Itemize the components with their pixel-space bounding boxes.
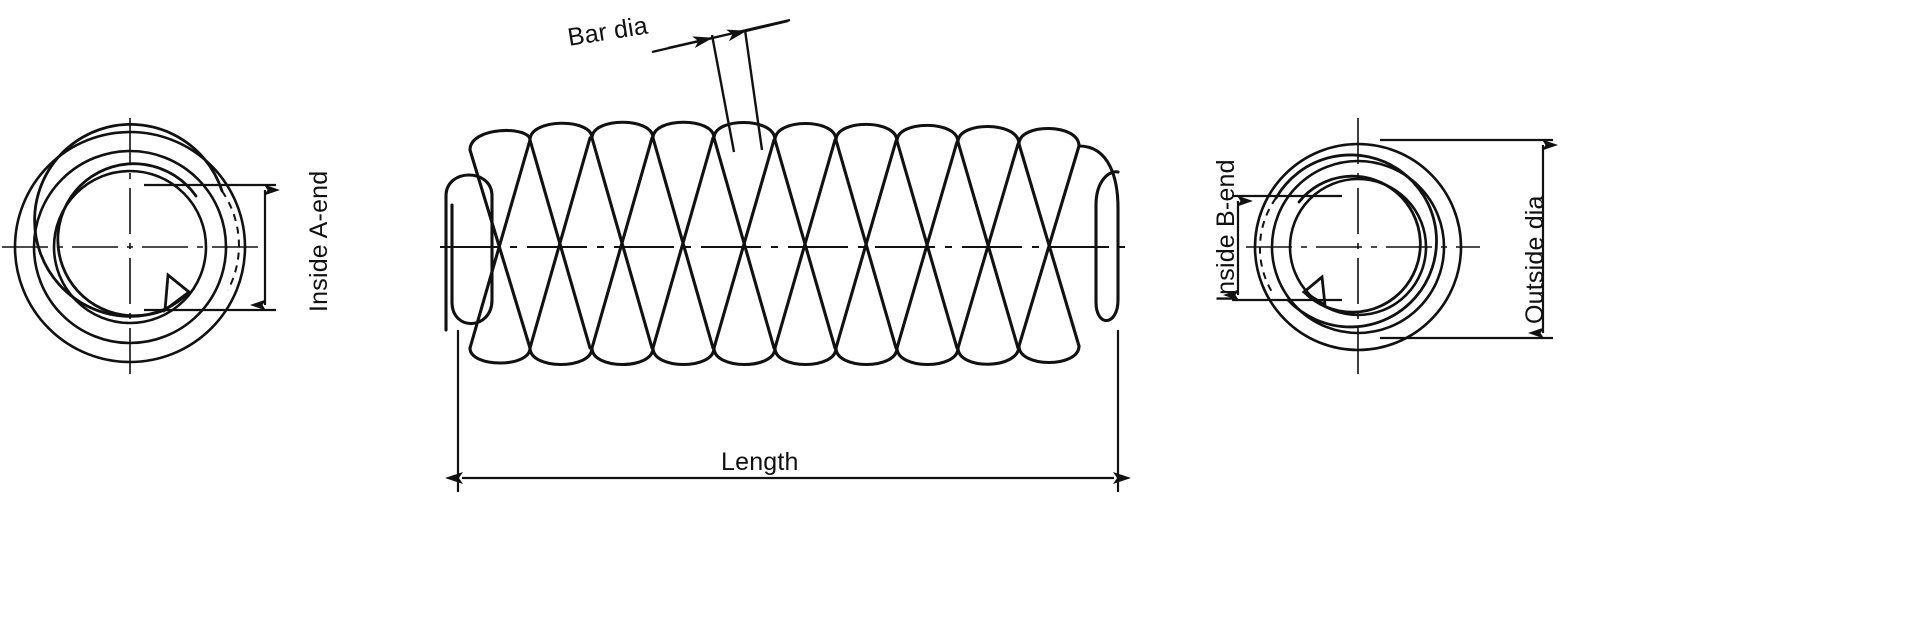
inside-b-end-dimension [1223,194,1342,302]
bar-dia-arrow-left [667,36,713,50]
left-end-view [2,118,262,378]
outside-dia-label: Outside dia [1521,195,1549,324]
right-end-coil-tail [1274,153,1438,329]
left-end-circles [13,130,247,364]
left-end-hidden-arc [221,190,240,291]
spring-bottom-troughs [468,344,1081,366]
outside-dia-dimension [1380,138,1558,340]
bar-dia-arrow-right [726,19,789,42]
spring-top-crests [468,120,1081,152]
left-end-coil-tail [33,122,224,318]
inside-a-end-dimension [144,183,280,312]
spring-side-view [444,120,1120,366]
right-end-view [1246,118,1480,378]
left-end-centerlines [2,118,262,378]
bar-dia-dimension [651,18,791,153]
bar-dia-ext-left [710,34,736,153]
length-dimension [445,330,1131,492]
spring-end-coil-right [1077,144,1120,322]
right-end-circles [1253,142,1463,352]
inside-a-end-label: Inside A-end [305,170,333,312]
length-label: Length [721,448,799,476]
spring-back-strands [468,136,1081,350]
inside-b-end-label: Inside B-end [1212,159,1240,302]
bar-dia-ext-right [743,29,764,151]
